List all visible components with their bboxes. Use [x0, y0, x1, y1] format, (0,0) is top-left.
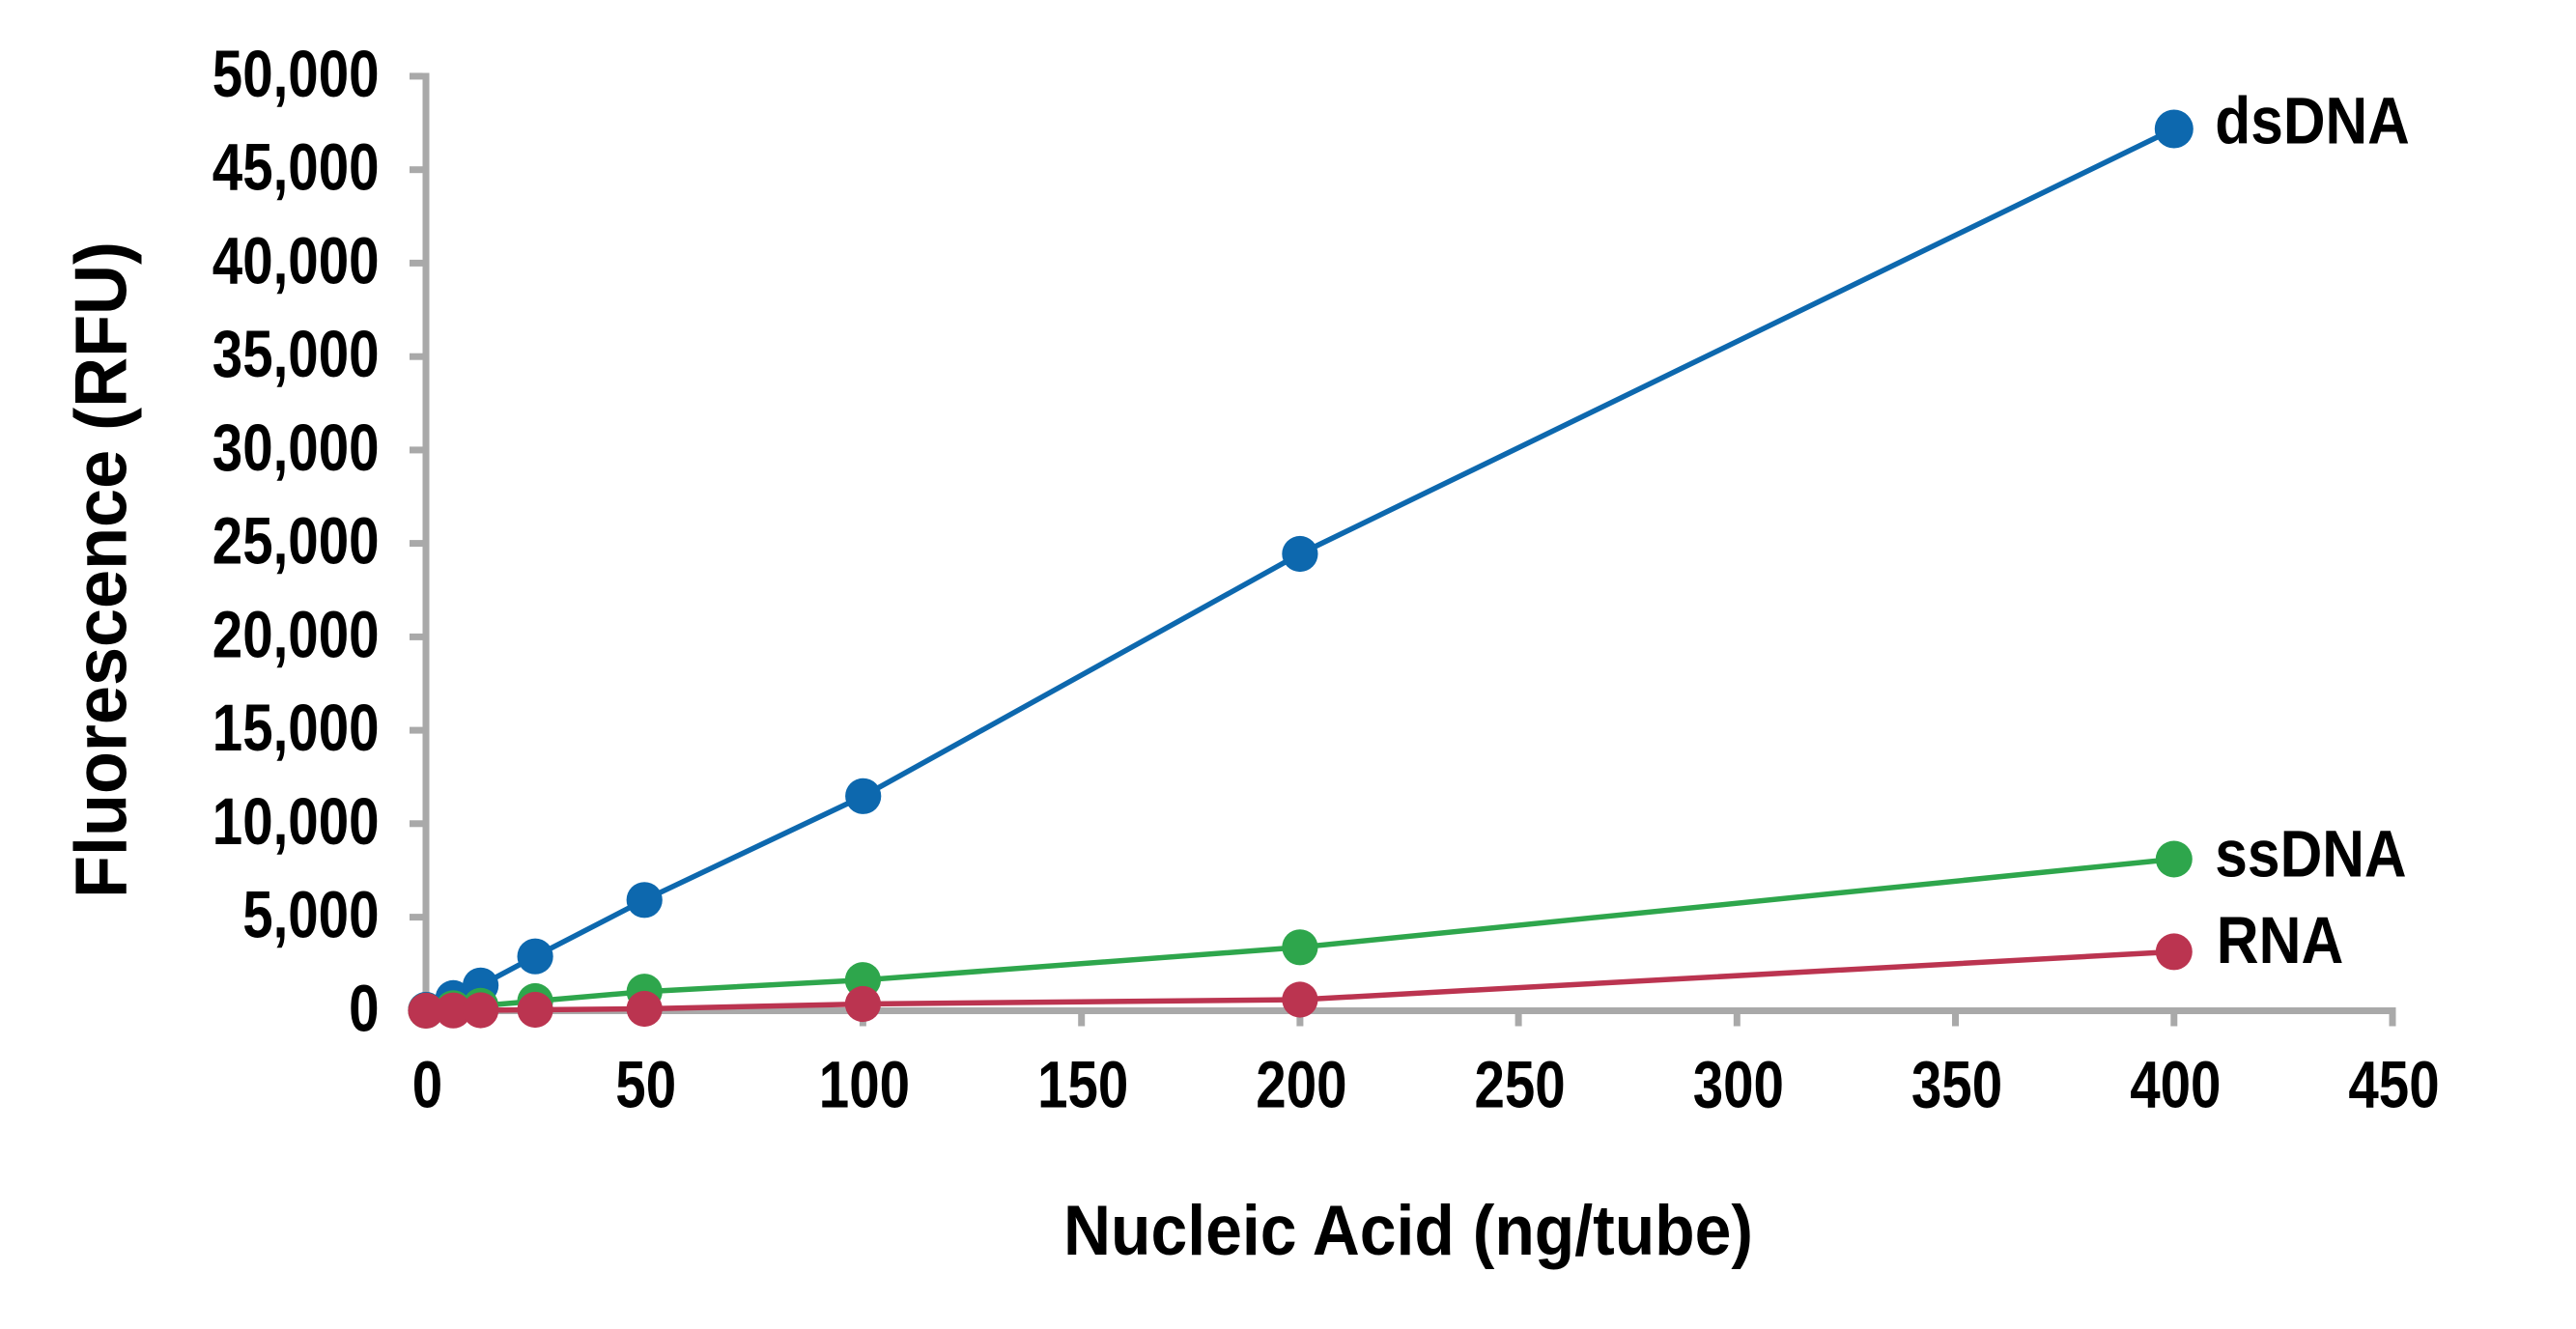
svg-text:50: 50: [615, 1048, 676, 1122]
svg-text:45,000: 45,000: [212, 130, 380, 205]
svg-text:250: 250: [1475, 1048, 1566, 1122]
svg-text:35,000: 35,000: [212, 317, 380, 391]
svg-text:200: 200: [1256, 1048, 1346, 1122]
svg-text:0: 0: [412, 1048, 442, 1122]
svg-text:Fluorescence (RFU): Fluorescence (RFU): [61, 241, 143, 898]
svg-text:0: 0: [349, 971, 379, 1045]
svg-text:400: 400: [2130, 1048, 2221, 1122]
svg-text:50,000: 50,000: [212, 37, 380, 111]
svg-text:150: 150: [1037, 1048, 1128, 1122]
svg-text:300: 300: [1693, 1048, 1784, 1122]
svg-text:ssDNA: ssDNA: [2215, 817, 2406, 891]
svg-text:100: 100: [819, 1048, 910, 1122]
svg-text:350: 350: [1911, 1048, 2002, 1122]
svg-text:25,000: 25,000: [212, 504, 380, 579]
svg-text:30,000: 30,000: [212, 410, 380, 485]
svg-text:RNA: RNA: [2217, 903, 2344, 977]
svg-text:10,000: 10,000: [212, 784, 380, 859]
svg-text:15,000: 15,000: [212, 691, 380, 765]
svg-text:40,000: 40,000: [212, 224, 380, 298]
svg-text:dsDNA: dsDNA: [2215, 83, 2410, 157]
svg-text:450: 450: [2348, 1048, 2439, 1122]
svg-text:5,000: 5,000: [242, 878, 379, 952]
svg-text:Nucleic Acid (ng/tube): Nucleic Acid (ng/tube): [1063, 1192, 1753, 1270]
svg-text:20,000: 20,000: [212, 597, 380, 671]
